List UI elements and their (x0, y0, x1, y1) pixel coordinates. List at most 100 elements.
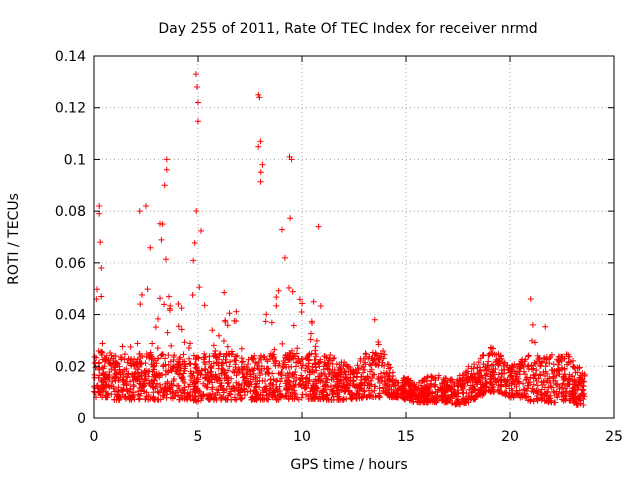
data-point (118, 356, 125, 363)
data-point (175, 370, 182, 377)
data-point (287, 215, 294, 222)
data-point (143, 350, 150, 357)
data-point (315, 223, 322, 230)
data-point (533, 367, 540, 374)
data-point (339, 396, 346, 403)
data-point (481, 389, 488, 396)
data-point (97, 392, 104, 399)
data-point (153, 360, 160, 367)
data-point (108, 352, 115, 359)
data-point (235, 391, 242, 398)
data-point (354, 374, 361, 381)
data-point (408, 387, 415, 394)
data-point (279, 340, 286, 347)
data-point (329, 361, 336, 368)
data-point (184, 393, 191, 400)
data-point (127, 343, 134, 350)
data-point (304, 353, 311, 360)
data-point (124, 370, 131, 377)
data-point (190, 352, 197, 359)
data-point (240, 374, 247, 381)
data-point (554, 356, 561, 363)
data-point (530, 375, 537, 382)
data-point (195, 387, 202, 394)
data-point (556, 371, 563, 378)
data-point (542, 363, 549, 370)
data-point (544, 377, 551, 384)
data-point (284, 370, 291, 377)
data-point (550, 361, 557, 368)
data-point (287, 350, 294, 357)
data-point (538, 397, 545, 404)
data-point (220, 338, 227, 345)
data-point (148, 355, 155, 362)
data-point (231, 396, 238, 403)
data-point (263, 365, 270, 372)
data-point (123, 366, 130, 373)
data-point (278, 226, 285, 233)
data-point (438, 388, 445, 395)
data-point (347, 377, 354, 384)
data-point (216, 332, 223, 339)
data-point (523, 376, 530, 383)
data-point (354, 362, 361, 369)
data-point (164, 369, 171, 376)
data-point (264, 395, 271, 402)
data-point (244, 381, 251, 388)
data-point (444, 379, 451, 386)
data-point (289, 288, 296, 295)
data-point (435, 386, 442, 393)
data-point (114, 393, 121, 400)
data-point (110, 383, 117, 390)
data-point (298, 308, 305, 315)
data-point (380, 355, 387, 362)
x-tick-label: 5 (194, 429, 203, 445)
data-point (470, 396, 477, 403)
data-point (100, 388, 107, 395)
data-point (478, 373, 485, 380)
data-point (164, 380, 171, 387)
data-point (244, 388, 251, 395)
data-point (314, 373, 321, 380)
data-point (193, 398, 200, 405)
data-point (500, 376, 507, 383)
data-point (388, 386, 395, 393)
data-point (288, 156, 295, 163)
data-point (548, 351, 555, 358)
data-point (251, 396, 258, 403)
data-point (245, 356, 252, 363)
data-point (191, 361, 198, 367)
x-tick-label: 25 (605, 429, 623, 445)
data-point (416, 391, 423, 398)
data-point (178, 305, 185, 312)
data-point (324, 365, 331, 372)
data-point (331, 366, 338, 373)
data-point (209, 390, 216, 397)
data-point (105, 357, 112, 364)
data-point (240, 358, 247, 365)
data-point (359, 394, 366, 401)
data-point (307, 336, 314, 343)
data-point (456, 376, 463, 383)
data-point (136, 372, 143, 379)
data-point (475, 359, 482, 366)
data-point (228, 375, 235, 382)
data-point (536, 371, 543, 378)
data-point (395, 379, 402, 386)
data-point (134, 340, 141, 347)
data-point (193, 84, 200, 91)
data-point (558, 390, 565, 397)
data-point (224, 396, 231, 403)
data-point (221, 289, 228, 296)
data-point (91, 371, 98, 378)
data-point (578, 378, 585, 385)
data-point (273, 357, 280, 364)
data-point (348, 396, 355, 403)
data-point (447, 376, 454, 383)
data-point (192, 383, 199, 390)
data-point (353, 373, 360, 380)
data-point (149, 340, 156, 347)
data-point (194, 366, 201, 373)
plot-frame (93, 55, 615, 419)
data-point (208, 363, 215, 370)
